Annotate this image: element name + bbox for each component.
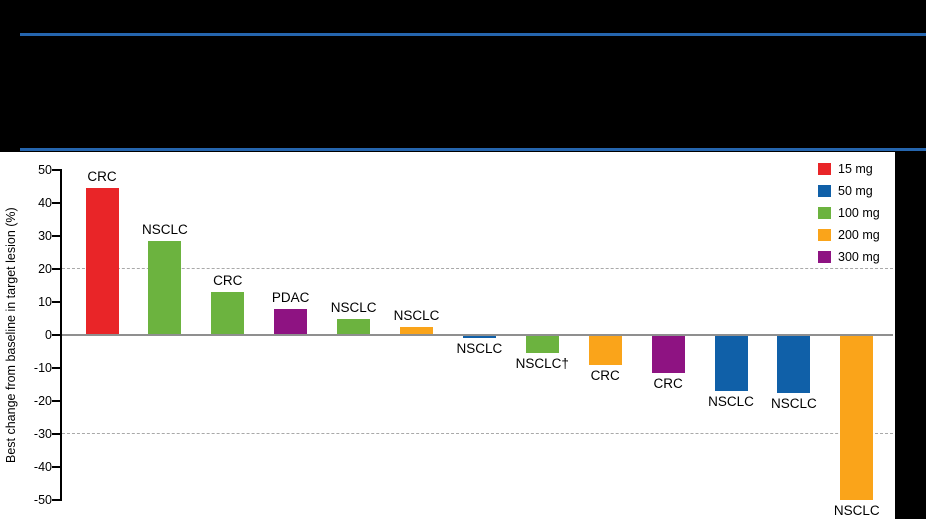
y-tick--50 xyxy=(52,499,60,501)
legend: 15 mg 50 mg 100 mg 200 mg 300 mg xyxy=(818,158,880,268)
legend-label-100mg: 100 mg xyxy=(838,206,880,220)
legend-row-15mg: 15 mg xyxy=(818,158,880,180)
reference-line-20 xyxy=(62,268,893,269)
bar-9-CRC-200mg xyxy=(588,335,622,365)
bar-10-CRC-300mg xyxy=(651,335,685,373)
bar-label-6: NSCLC xyxy=(393,307,440,323)
divider-line-top xyxy=(20,33,926,36)
y-tick--30 xyxy=(52,433,60,435)
legend-swatch-50mg xyxy=(818,185,831,197)
bar-label-7: NSCLC xyxy=(456,341,503,357)
bar-label-4: PDAC xyxy=(271,289,310,305)
legend-swatch-15mg xyxy=(818,163,831,175)
bar-label-12: NSCLC xyxy=(771,395,817,411)
y-tick-10 xyxy=(52,301,60,303)
zero-baseline xyxy=(62,334,893,336)
bar-13-NSCLC-200mg xyxy=(840,335,874,500)
reference-line--30 xyxy=(62,433,893,434)
bar-3-CRC-100mg xyxy=(211,292,245,335)
y-tick-label-40: 40 xyxy=(38,196,52,210)
bar-label-13: NSCLC xyxy=(833,503,880,518)
bar-5-NSCLC-100mg xyxy=(337,318,371,335)
legend-row-100mg: 100 mg xyxy=(818,202,880,224)
bar-7-NSCLC-50mg xyxy=(462,335,496,339)
y-tick-label--40: -40 xyxy=(33,460,52,474)
y-tick-label--20: -20 xyxy=(33,394,52,408)
y-tick-20 xyxy=(52,268,60,270)
legend-label-50mg: 50 mg xyxy=(838,184,873,198)
y-tick--40 xyxy=(52,466,60,468)
bar-1-CRC-15mg xyxy=(85,188,119,335)
bar-label-3: CRC xyxy=(213,273,243,289)
y-tick-40 xyxy=(52,202,60,204)
bar-label-1: CRC xyxy=(87,169,117,185)
y-tick-label--50: -50 xyxy=(33,493,52,507)
y-tick-label-0: 0 xyxy=(45,328,52,342)
legend-label-15mg: 15 mg xyxy=(838,162,873,176)
bar-label-8: NSCLC† xyxy=(515,356,569,372)
legend-swatch-300mg xyxy=(818,251,831,263)
y-tick--10 xyxy=(52,367,60,369)
y-tick-label--30: -30 xyxy=(33,427,52,441)
y-axis-line xyxy=(60,169,62,501)
waterfall-chart-panel: Best change from baseline in target lesi… xyxy=(0,152,895,519)
y-tick--20 xyxy=(52,400,60,402)
bar-label-9: CRC xyxy=(590,367,620,383)
y-tick-label--10: -10 xyxy=(33,361,52,375)
bar-8-NSCLC-100mg xyxy=(525,335,559,354)
y-tick-label-20: 20 xyxy=(38,262,52,276)
bar-11-NSCLC-50mg xyxy=(714,335,748,392)
bar-2-NSCLC-100mg xyxy=(148,240,182,335)
legend-row-300mg: 300 mg xyxy=(818,246,880,268)
legend-label-300mg: 300 mg xyxy=(838,250,880,264)
legend-row-200mg: 200 mg xyxy=(818,224,880,246)
divider-line-bottom xyxy=(20,148,926,151)
bar-label-11: NSCLC xyxy=(708,394,754,410)
y-tick-label-50: 50 xyxy=(38,163,52,177)
bar-12-NSCLC-50mg xyxy=(777,335,811,393)
bar-label-5: NSCLC xyxy=(330,299,377,315)
y-tick-50 xyxy=(52,169,60,171)
y-tick-30 xyxy=(52,235,60,237)
legend-swatch-200mg xyxy=(818,229,831,241)
bar-6-NSCLC-200mg xyxy=(400,326,433,335)
legend-swatch-100mg xyxy=(818,207,831,219)
bar-label-2: NSCLC xyxy=(142,221,188,237)
legend-label-200mg: 200 mg xyxy=(838,228,880,242)
bar-label-10: CRC xyxy=(653,375,683,391)
legend-row-50mg: 50 mg xyxy=(818,180,880,202)
bar-4-PDAC-300mg xyxy=(274,308,308,335)
y-tick-label-10: 10 xyxy=(38,295,52,309)
plot-area: CRC NSCLC CRC PDAC NSCLC NSCLC NSCLC NSCLC† CRC C… xyxy=(0,152,895,519)
y-tick-label-30: 30 xyxy=(38,229,52,243)
y-tick-0 xyxy=(52,334,60,336)
